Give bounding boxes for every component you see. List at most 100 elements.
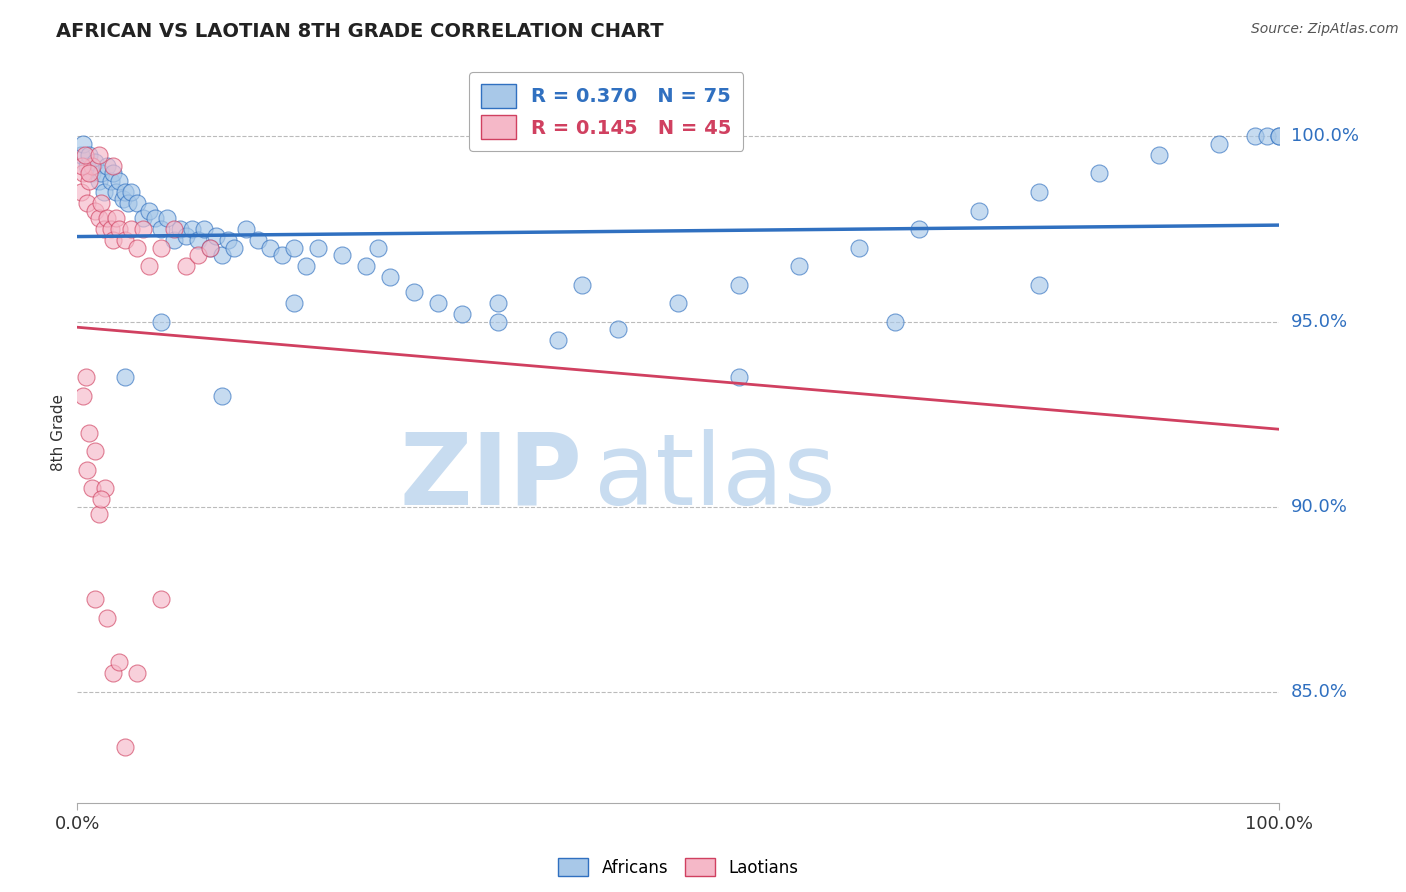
Point	[1028, 277, 1050, 292]
Point	[180, 222, 202, 236]
Point	[727, 277, 749, 292]
Point	[87, 174, 110, 188]
Point	[96, 611, 118, 625]
Point	[72, 389, 94, 403]
Point	[150, 241, 173, 255]
Point	[174, 259, 197, 273]
Point	[108, 222, 131, 236]
Point	[84, 203, 107, 218]
Point	[114, 740, 136, 755]
Point	[451, 307, 474, 321]
Point	[103, 233, 125, 247]
Point	[90, 196, 112, 211]
Point	[80, 159, 103, 173]
Point	[120, 185, 142, 199]
Point	[72, 167, 94, 181]
Point	[1149, 148, 1171, 162]
Point	[307, 241, 329, 255]
Point	[96, 159, 118, 173]
Point	[104, 211, 127, 225]
Point	[162, 222, 184, 236]
Point	[211, 248, 233, 262]
Point	[150, 315, 173, 329]
Point	[547, 333, 569, 347]
Point	[80, 481, 103, 495]
Point	[211, 389, 233, 403]
Point	[76, 463, 98, 477]
Point	[174, 229, 197, 244]
Point	[84, 444, 107, 458]
Point	[132, 211, 155, 225]
Point	[75, 370, 97, 384]
Point	[486, 296, 509, 310]
Point	[1256, 129, 1278, 144]
Point	[270, 248, 292, 262]
Point	[93, 222, 115, 236]
Point	[103, 167, 125, 181]
Point	[84, 592, 107, 607]
Point	[235, 222, 257, 236]
Point	[1268, 129, 1291, 144]
Point	[367, 241, 389, 255]
Point	[169, 222, 191, 236]
Point	[354, 259, 377, 273]
Point	[100, 222, 122, 236]
Point	[127, 196, 149, 211]
Point	[79, 148, 101, 162]
Point	[883, 315, 905, 329]
Point	[72, 136, 94, 151]
Point	[283, 241, 305, 255]
Text: AFRICAN VS LAOTIAN 8TH GRADE CORRELATION CHART: AFRICAN VS LAOTIAN 8TH GRADE CORRELATION…	[56, 22, 664, 41]
Text: 95.0%: 95.0%	[1291, 312, 1348, 331]
Point	[76, 159, 98, 173]
Point	[330, 248, 353, 262]
Point	[259, 241, 281, 255]
Point	[1028, 185, 1050, 199]
Point	[186, 248, 209, 262]
Point	[145, 211, 167, 225]
Point	[84, 155, 107, 169]
Point	[198, 241, 221, 255]
Y-axis label: 8th Grade: 8th Grade	[51, 394, 66, 471]
Point	[70, 148, 93, 162]
Point	[79, 425, 101, 440]
Point	[193, 222, 215, 236]
Point	[486, 315, 509, 329]
Text: Source: ZipAtlas.com: Source: ZipAtlas.com	[1251, 22, 1399, 37]
Point	[204, 229, 226, 244]
Point	[427, 296, 450, 310]
Text: 100.0%: 100.0%	[1291, 128, 1358, 145]
Point	[70, 159, 93, 173]
Point	[1088, 167, 1111, 181]
Point	[87, 148, 110, 162]
Point	[79, 167, 101, 181]
Point	[150, 592, 173, 607]
Point	[114, 185, 136, 199]
Point	[132, 222, 155, 236]
Point	[90, 167, 112, 181]
Point	[103, 666, 125, 681]
Point	[186, 233, 209, 247]
Text: ZIP: ZIP	[399, 428, 582, 525]
Point	[156, 211, 179, 225]
Point	[402, 285, 425, 299]
Point	[87, 507, 110, 521]
Point	[76, 196, 98, 211]
Point	[138, 259, 160, 273]
Point	[70, 185, 93, 199]
Point	[104, 185, 127, 199]
Point	[93, 185, 115, 199]
Point	[127, 241, 149, 255]
Legend: Africans, Laotians: Africans, Laotians	[551, 852, 806, 883]
Point	[150, 222, 173, 236]
Point	[80, 167, 103, 181]
Point	[727, 370, 749, 384]
Text: atlas: atlas	[595, 428, 837, 525]
Point	[162, 233, 184, 247]
Text: 85.0%: 85.0%	[1291, 682, 1347, 701]
Point	[114, 233, 136, 247]
Point	[607, 322, 630, 336]
Point	[848, 241, 870, 255]
Text: 90.0%: 90.0%	[1291, 498, 1347, 516]
Point	[127, 666, 149, 681]
